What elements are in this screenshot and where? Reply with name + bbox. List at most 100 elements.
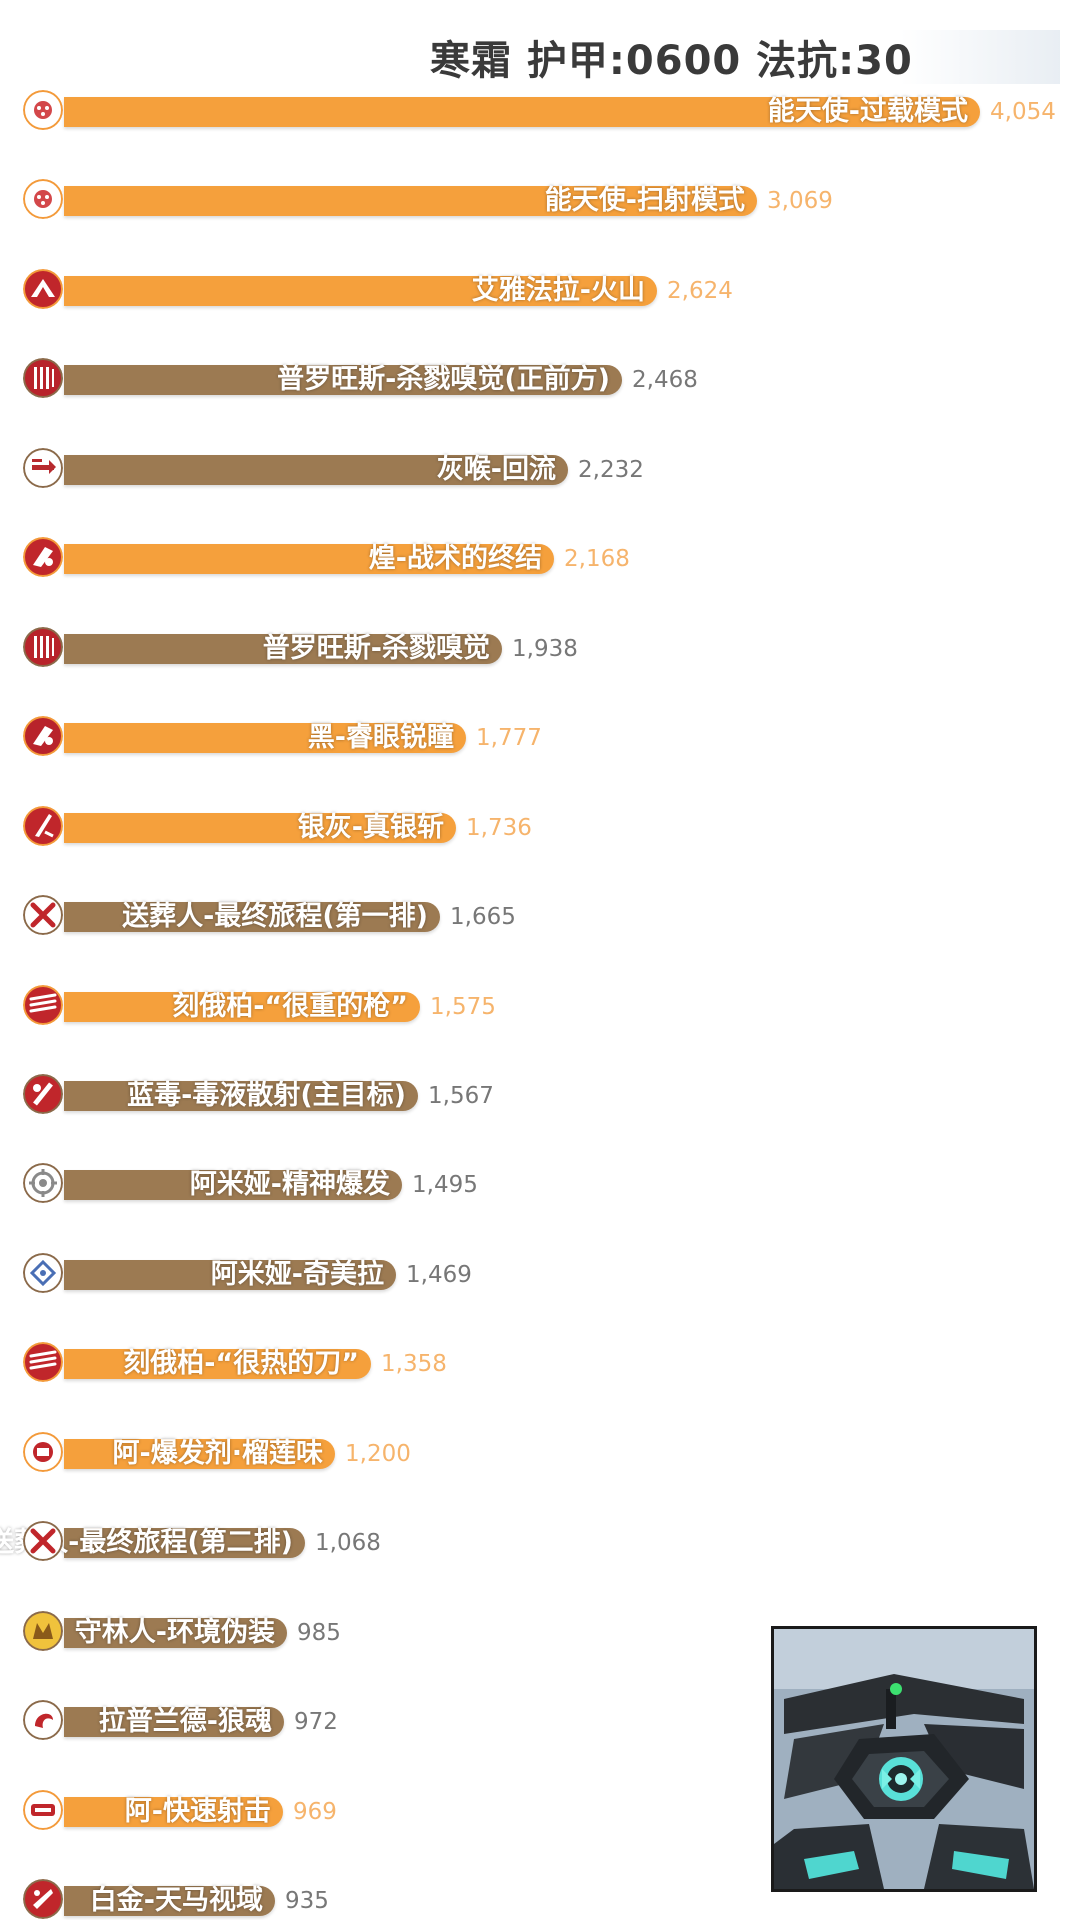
bar: 普罗旺斯-杀戮嗅觉(正前方) — [64, 364, 622, 396]
amiya-avatar-icon — [23, 1252, 63, 1293]
bar: 蓝毒-毒液散射(主目标) — [64, 1079, 418, 1111]
bar-row: 普罗旺斯-杀戮嗅觉(正前方) 2,468 — [0, 350, 1080, 410]
bar: 刻俄柏-“很重的枪” — [64, 990, 420, 1022]
bar: 白金-天马视域 — [64, 1886, 275, 1916]
bar-value-label: 2,624 — [667, 277, 733, 304]
executor-avatar-icon — [23, 1521, 63, 1562]
bar-value-label: 4,054 — [990, 99, 1056, 125]
bar-row: 送葬人-最终旅程(第一排) 1,665 — [0, 887, 1080, 947]
bar-row: 守林人-环境伪装 985 — [0, 1603, 1080, 1663]
bar-category-label: 煌-战术的终结 — [368, 543, 542, 575]
bar-category-label: 白金-天马视域 — [89, 1885, 263, 1916]
bar-category-label: 银灰-真银斩 — [297, 811, 444, 843]
bar-row: 蓝毒-毒液散射(主目标) 1,567 — [0, 1066, 1080, 1126]
aak-avatar-icon — [23, 1789, 63, 1830]
title-background-decoration — [900, 30, 1060, 84]
greythroat-avatar-icon — [23, 447, 63, 488]
bar: 阿-爆发剂·榴莲味 — [64, 1437, 335, 1469]
bar-value-label: 1,575 — [430, 993, 496, 1020]
bar-value-label: 972 — [294, 1709, 338, 1736]
bar: 送葬人-最终旅程(第一排) — [64, 901, 440, 933]
bar-category-label: 艾雅法拉-火山 — [471, 274, 645, 306]
bar-row: 刻俄柏-“很热的刀” 1,358 — [0, 1334, 1080, 1394]
bar: 刻俄柏-“很热的刀” — [64, 1348, 371, 1380]
amiya-avatar-icon — [23, 1163, 63, 1204]
bar-category-label: 能天使-过载模式 — [767, 96, 968, 127]
bar: 阿-快速射击 — [64, 1795, 283, 1827]
bar: 黑-睿眼锐瞳 — [64, 722, 466, 754]
bar-value-label: 1,068 — [315, 1530, 381, 1557]
schwarz-avatar-icon — [23, 716, 63, 757]
bar: 能天使-扫射模式 — [64, 185, 757, 217]
ceobe-avatar-icon — [23, 1342, 63, 1383]
bar-category-label: 能天使-扫射模式 — [544, 185, 745, 217]
bar-row: 刻俄柏-“很重的枪” 1,575 — [0, 977, 1080, 1037]
bar-row: 灰喉-回流 2,232 — [0, 440, 1080, 500]
bar: 艾雅法拉-火山 — [64, 274, 657, 306]
bar-value-label: 969 — [293, 1798, 337, 1825]
bar: 普罗旺斯-杀戮嗅觉 — [64, 632, 502, 664]
bar-category-label: 送葬人-最终旅程(第一排) — [122, 901, 428, 933]
bar-value-label: 935 — [285, 1888, 329, 1914]
angelina-avatar-icon — [23, 90, 63, 130]
bar-row: 阿米娅-精神爆发 1,495 — [0, 1155, 1080, 1215]
bar-category-label: 阿米娅-精神爆发 — [189, 1169, 390, 1201]
executor-avatar-icon — [23, 895, 63, 936]
bar-row: 送葬人-最终旅程(第二排) 1,068 — [0, 1513, 1080, 1573]
blue-poison-avatar-icon — [23, 1073, 63, 1114]
aak-avatar-icon — [23, 1431, 63, 1472]
bar-row: 拉普兰德-狼魂 972 — [0, 1692, 1080, 1752]
blaze-avatar-icon — [23, 537, 63, 578]
platinum-avatar-icon — [23, 1879, 63, 1919]
bar-row: 白金-天马视域 935 — [0, 1871, 1080, 1920]
bar-value-label: 1,200 — [345, 1440, 411, 1467]
bar: 阿米娅-精神爆发 — [64, 1169, 402, 1201]
bar-value-label: 1,567 — [428, 1082, 494, 1109]
bar-value-label: 1,358 — [381, 1351, 447, 1378]
bar-category-label: 阿米娅-奇美拉 — [210, 1258, 384, 1290]
bar: 灰喉-回流 — [64, 453, 568, 485]
chart-title: 寒霜 护甲:0600 法抗:30 — [430, 38, 913, 84]
bar-value-label: 1,495 — [412, 1172, 478, 1199]
bar-value-label: 2,232 — [578, 456, 644, 483]
eyjafjalla-avatar-icon — [23, 268, 63, 309]
bar: 拉普兰德-狼魂 — [64, 1706, 284, 1738]
bar-category-label: 灰喉-回流 — [436, 453, 556, 485]
bar-value-label: 1,938 — [512, 635, 578, 662]
bar-value-label: 2,168 — [564, 546, 630, 573]
enemy-preview-thumbnail — [771, 1626, 1037, 1892]
bar-category-label: 普罗旺斯-杀戮嗅觉 — [262, 632, 490, 664]
bar-category-label: 刻俄柏-“很热的刀” — [123, 1348, 359, 1380]
bar-value-label: 1,736 — [466, 814, 532, 841]
bar: 煌-战术的终结 — [64, 543, 554, 575]
bar: 能天使-过载模式 — [64, 97, 980, 127]
bar-category-label: 阿-快速射击 — [124, 1795, 271, 1827]
bar-row: 普罗旺斯-杀戮嗅觉 1,938 — [0, 619, 1080, 679]
angelina-avatar-icon — [23, 179, 63, 220]
bar-category-label: 普罗旺斯-杀戮嗅觉(正前方) — [277, 364, 610, 396]
bar-value-label: 1,469 — [406, 1261, 472, 1288]
lappland-avatar-icon — [23, 1700, 63, 1741]
bar-value-label: 3,069 — [767, 188, 833, 215]
bar-row: 阿-快速射击 969 — [0, 1782, 1080, 1842]
bar-category-label: 阿-爆发剂·榴莲味 — [112, 1437, 323, 1469]
provence-avatar-icon — [23, 358, 63, 399]
bar-row: 煌-战术的终结 2,168 — [0, 529, 1080, 589]
firewatch-avatar-icon — [23, 1610, 63, 1651]
bar-row: 艾雅法拉-火山 2,624 — [0, 261, 1080, 321]
bar-row: 阿米娅-奇美拉 1,469 — [0, 1245, 1080, 1305]
bar-category-label: 刻俄柏-“很重的枪” — [172, 990, 408, 1022]
ceobe-avatar-icon — [23, 984, 63, 1025]
bar-row: 能天使-过载模式 4,054 — [0, 82, 1080, 142]
bar: 守林人-环境伪装 — [64, 1617, 287, 1648]
bar: 送葬人-最终旅程(第二排) — [0, 1528, 305, 1559]
bar-category-label: 蓝毒-毒液散射(主目标) — [127, 1079, 406, 1111]
enemy-drone-preview-image — [774, 1629, 1034, 1889]
bar-value-label: 1,665 — [450, 904, 516, 931]
bar-value-label: 1,777 — [476, 725, 542, 752]
bar-category-label: 黑-睿眼锐瞳 — [307, 722, 454, 754]
bar-row: 银灰-真银斩 1,736 — [0, 798, 1080, 858]
bar: 银灰-真银斩 — [64, 811, 456, 843]
bar-category-label: 拉普兰德-狼魂 — [98, 1706, 272, 1738]
